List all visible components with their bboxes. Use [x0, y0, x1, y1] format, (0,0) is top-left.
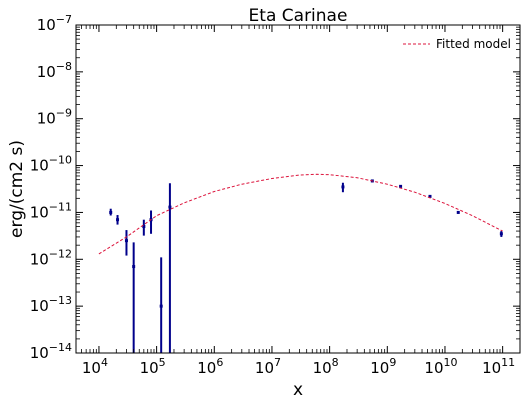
legend-label-fitted-model: Fitted model [436, 37, 511, 51]
x-tick-label: 107 [255, 356, 281, 377]
x-tick-label: 108 [313, 356, 339, 377]
y-tick-label: 10−14 [30, 341, 72, 362]
chart-title: Eta Carinae [249, 6, 348, 26]
data-point [109, 211, 112, 214]
y-tick-label: 10−10 [30, 154, 72, 175]
y-tick-label: 10−13 [30, 294, 72, 315]
x-tick-label: 109 [370, 356, 396, 377]
y-tick-label: 10−8 [37, 60, 72, 81]
x-axis-label: x [293, 380, 303, 400]
x-tick-label: 1011 [482, 356, 515, 377]
x-tick-label: 1010 [424, 356, 457, 377]
plot-frame [76, 25, 520, 353]
y-tick-label: 10−12 [30, 247, 72, 268]
y-axis-label: erg/(cm2 s) [7, 140, 27, 238]
x-tick-label: 106 [197, 356, 223, 377]
data-point [341, 185, 344, 188]
data-point [168, 206, 171, 209]
axis-ticks: 104 105 106 107 108 109 1010 1011 10−14 10−13 10−1… [30, 13, 520, 377]
data-point [160, 305, 163, 308]
data-point [457, 211, 460, 214]
data-point [132, 265, 135, 268]
y-tick-label: 10−11 [30, 200, 72, 221]
data-point [125, 239, 128, 242]
plot-area [99, 174, 503, 353]
data-point [116, 218, 119, 221]
x-tick-label: 105 [140, 356, 166, 377]
data-point [500, 232, 503, 235]
legend: Fitted model [403, 37, 511, 51]
x-tick-label: 104 [82, 356, 108, 377]
y-tick-label: 10−9 [37, 107, 72, 128]
y-tick-label: 10−7 [37, 13, 72, 34]
series-line-fitted-model [99, 174, 503, 254]
